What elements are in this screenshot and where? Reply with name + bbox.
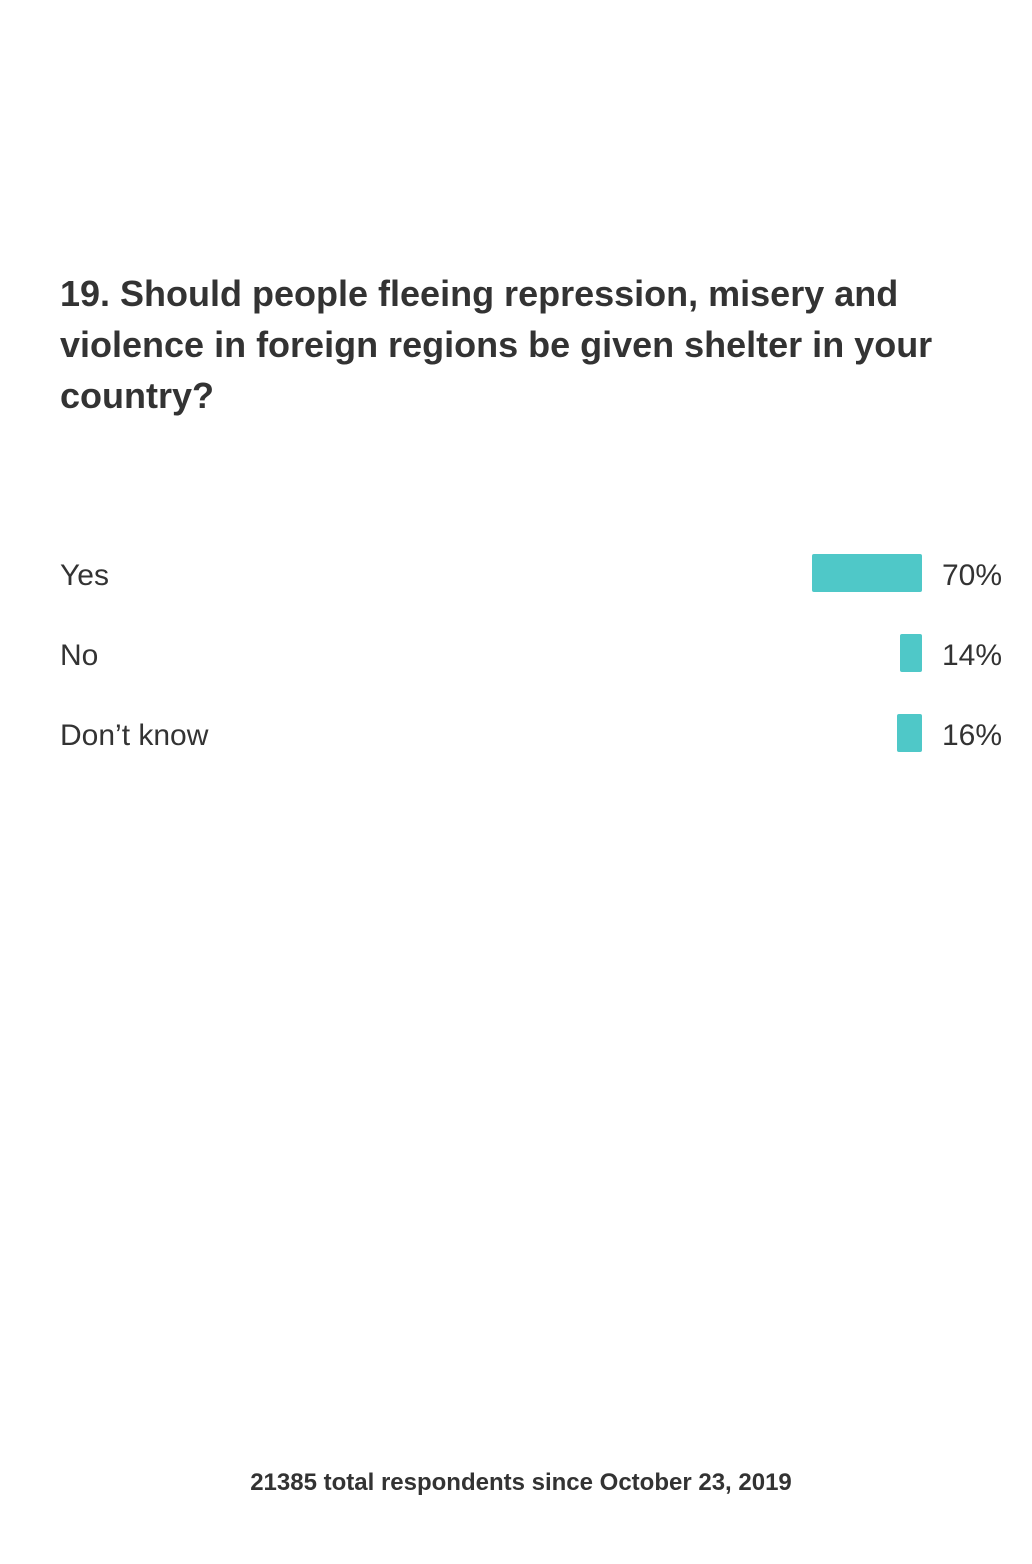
answer-label: Don’t know [60, 719, 209, 752]
answer-label: Yes [60, 559, 109, 592]
result-percent: 16% [941, 719, 1002, 752]
result-row-yes: Yes 70% [60, 550, 1002, 630]
result-row-dont-know: Don’t know 16% [60, 710, 1002, 790]
answer-label: No [60, 639, 99, 672]
result-bar [812, 554, 922, 592]
result-percent: 14% [941, 639, 1002, 672]
result-percent: 70% [941, 559, 1002, 592]
result-bar [897, 714, 922, 752]
poll-results: Yes 70% No 14% Don’t know 16% [60, 550, 1002, 790]
result-bar [900, 634, 922, 672]
result-bar-track [765, 634, 922, 672]
result-bar-track [765, 714, 922, 752]
result-row-no: No 14% [60, 630, 1002, 710]
result-bar-track [765, 554, 922, 592]
respondents-footer: 21385 total respondents since October 23… [250, 1469, 792, 1496]
poll-question: 19. Should people fleeing repression, mi… [60, 273, 933, 416]
